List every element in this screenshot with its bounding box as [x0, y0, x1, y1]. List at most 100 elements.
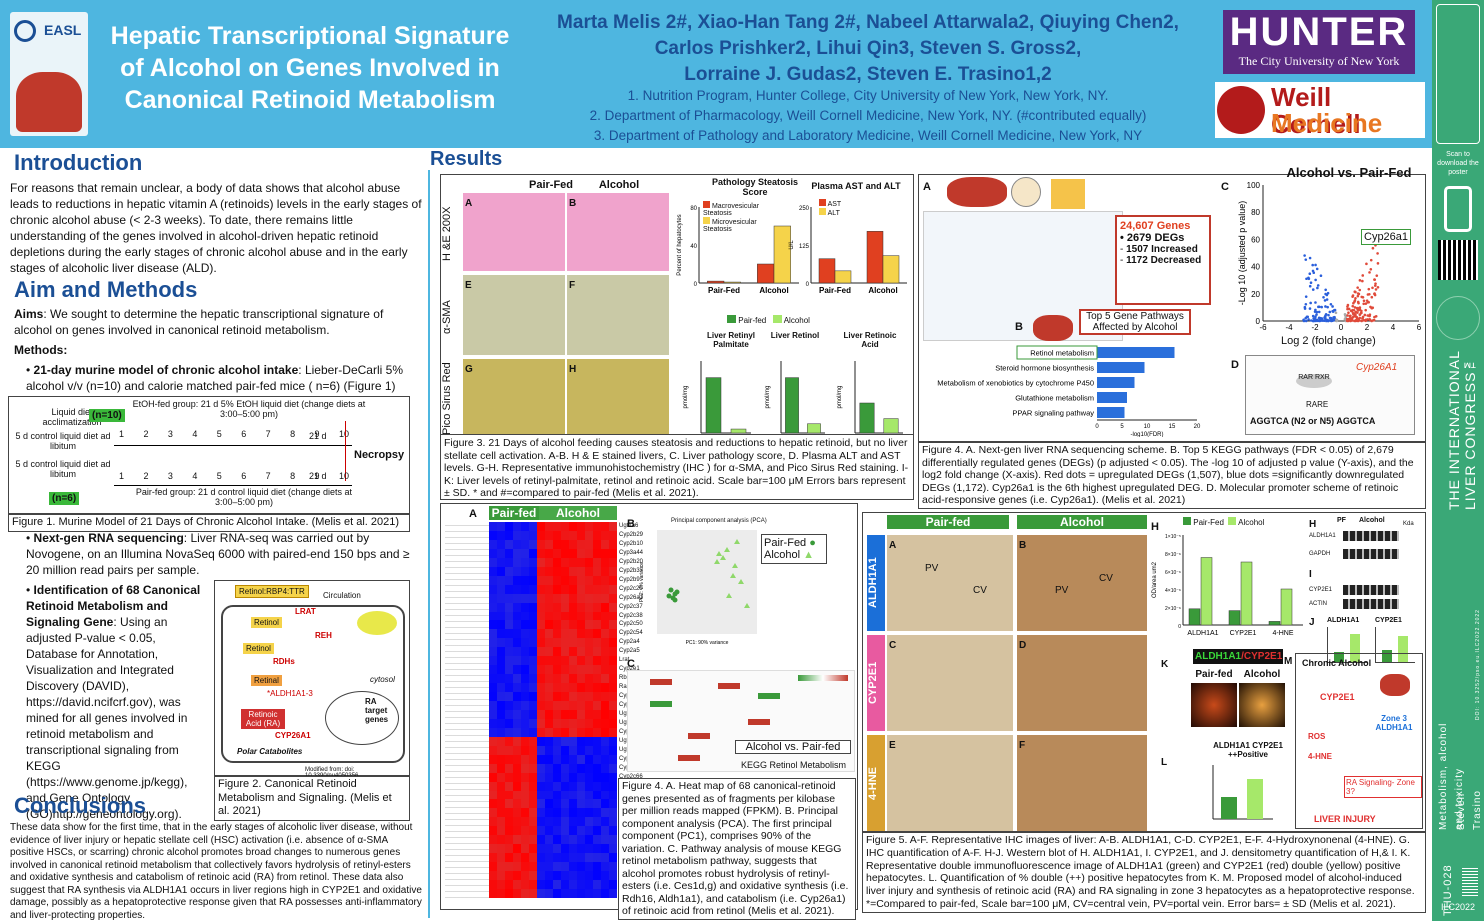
fig3-c-title: Pathology Steatosis Score — [711, 177, 799, 197]
figure-3-caption: Figure 3. 21 Days of alcohol feeding cau… — [440, 434, 914, 500]
hunter-logo: HUNTER The City University of New York — [1223, 10, 1415, 74]
heatmap-cell — [545, 629, 553, 639]
heatmap-cell — [609, 709, 617, 719]
heatmap-cell — [561, 557, 569, 567]
wb-pf: PF — [1337, 517, 1346, 524]
gene-label: Cyp2a4 — [619, 639, 640, 646]
x-tick-label: 15 — [1169, 424, 1176, 430]
fig5-panel-f: F — [1017, 735, 1147, 831]
method-2: • Next-gen RNA sequencing: Liver RNA-seq… — [26, 531, 410, 577]
heatmap-cell — [513, 709, 521, 719]
heatmap-cell — [609, 727, 617, 737]
heatmap-cell — [513, 745, 521, 755]
volcano-point — [1317, 310, 1321, 314]
heatmap-cell — [529, 709, 537, 719]
heatmap-cell — [601, 763, 609, 773]
volcano-point — [1376, 285, 1380, 289]
heatmap-cell — [529, 817, 537, 827]
qr-code[interactable] — [1438, 240, 1478, 280]
heatmap-cell — [609, 853, 617, 863]
heatmap-cell — [497, 790, 505, 800]
y-tick-label: 80 — [690, 206, 697, 212]
heatmap-cell — [505, 593, 513, 603]
heatmap-cell — [521, 548, 529, 558]
heatmap-cell — [521, 853, 529, 863]
volcano-point — [1360, 309, 1363, 313]
heatmap-cell — [601, 862, 609, 872]
heatmap-cell — [521, 808, 529, 818]
gene-label: Cyp2c50 — [619, 621, 643, 628]
gene-label: Rarg — [619, 684, 633, 691]
heatmap-cell — [585, 763, 593, 773]
heatmap-cell — [569, 709, 577, 719]
heatmap-cell — [593, 844, 601, 854]
volcano-point — [1368, 314, 1371, 318]
heatmap-cell — [505, 620, 513, 630]
volcano-point — [1309, 319, 1313, 322]
heatmap-cell — [577, 817, 585, 827]
volcano-point — [1323, 299, 1327, 302]
heatmap-cell — [601, 665, 609, 675]
heatmap-cell — [489, 665, 497, 675]
fig2-reh: REH — [315, 631, 332, 640]
fig2-cytosol: cytosol — [370, 675, 395, 684]
fig5-h-label: H — [1309, 519, 1317, 530]
heatmap-cell — [569, 763, 577, 773]
heatmap-cell — [569, 790, 577, 800]
heatmap-cell — [593, 826, 601, 836]
fig1-necropsy-label: Necropsy — [354, 449, 405, 461]
volcano-point — [1302, 319, 1306, 323]
heatmap-cell — [537, 638, 545, 648]
heatmap-cell — [593, 835, 601, 845]
heatmap-cell — [585, 539, 593, 549]
heatmap-cell — [561, 736, 569, 746]
fig5-g-legend: Pair-Fed Alcohol — [1183, 517, 1264, 527]
fig5-pairfed-header: Pair-fed — [887, 515, 1009, 529]
chart-bar — [807, 423, 821, 434]
fig5-panel-a: A — [887, 535, 1013, 631]
volcano-point — [1373, 284, 1377, 287]
y-axis-label: OD/area um2 — [1152, 561, 1158, 598]
heatmap-cell — [569, 674, 577, 684]
x-tick-label: CYP2E1 — [1230, 630, 1257, 637]
heatmap-cell — [553, 853, 561, 863]
volcano-point — [1317, 305, 1320, 309]
heatmap-cell — [585, 844, 593, 854]
heatmap-cell — [569, 557, 577, 567]
heatmap-cell — [545, 557, 553, 567]
heatmap-cell — [585, 674, 593, 684]
heatmap-cell — [513, 754, 521, 764]
heatmap-cell — [545, 844, 553, 854]
heatmap-cell — [521, 674, 529, 684]
heatmap-cell — [529, 575, 537, 585]
heatmap-cell — [585, 790, 593, 800]
pathway-label: Glutathione metabolism — [1015, 394, 1094, 403]
x-tick-label: Pair-Fed — [819, 286, 851, 295]
heatmap-cell — [609, 790, 617, 800]
volcano-point — [1361, 317, 1364, 320]
heatmap-cell — [561, 602, 569, 612]
model-liver-icon — [1380, 674, 1410, 696]
heatmap-cell — [585, 566, 593, 576]
y-axis-label: Percent of hepatocytes — [677, 214, 683, 275]
heatmap-cell — [609, 844, 617, 854]
author-line: Marta Melis 2#, Xiao-Han Tang 2#, Nabeel… — [557, 12, 1179, 33]
heatmap-cell — [585, 557, 593, 567]
pca-point-alcohol — [730, 573, 736, 578]
volcano-point — [1311, 288, 1315, 291]
heatmap-cell — [489, 701, 497, 710]
heatmap-cell — [529, 790, 537, 800]
heatmap-cell — [553, 647, 561, 657]
heatmap-cell — [577, 692, 585, 702]
heatmap-cell — [561, 844, 569, 854]
heatmap-cell — [609, 593, 617, 603]
heatmap-cell — [545, 647, 553, 657]
fig1-timeline-line — [114, 445, 352, 446]
x-tick-label: 20 — [1194, 424, 1201, 430]
gene-label: Cyp2c37 — [619, 603, 643, 610]
heatmap-cell — [545, 880, 553, 889]
heatmap-cell — [601, 522, 609, 531]
volcano-point — [1315, 319, 1319, 323]
figure-5-caption: Figure 5. A-F. Representative IHC images… — [862, 832, 1426, 913]
heatmap-cell — [601, 548, 609, 558]
